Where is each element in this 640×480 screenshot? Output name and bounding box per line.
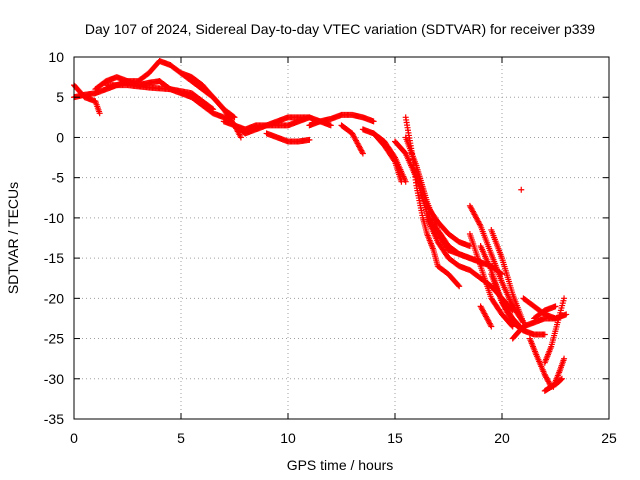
x-tick-label: 20: [494, 430, 510, 446]
data-point: [563, 311, 570, 318]
series-track-10: [263, 130, 313, 145]
y-tick-label: -5: [52, 170, 65, 186]
y-tick-label: -25: [44, 331, 64, 347]
plot-frame: [73, 56, 610, 420]
data-point: [231, 114, 238, 121]
series-track-32: [550, 355, 568, 390]
data-point: [558, 375, 565, 382]
data-point: [327, 122, 334, 129]
series-track-22: [466, 230, 516, 330]
data-point: [558, 376, 565, 383]
data-point: [359, 150, 366, 157]
series-track-9: [242, 114, 313, 137]
y-tick-label: -20: [44, 290, 64, 306]
y-tick-label: -30: [44, 371, 64, 387]
x-tick-label: 0: [70, 430, 78, 446]
y-tick-label: -35: [44, 411, 64, 427]
series-outlier: [518, 186, 525, 193]
chart-title: Day 107 of 2024, Sidereal Day-to-day VTE…: [85, 21, 595, 37]
data-point: [370, 118, 377, 125]
series-track-25: [477, 303, 495, 330]
data-point: [306, 136, 313, 143]
data-point: [237, 134, 244, 141]
series-track-28: [531, 303, 559, 322]
y-tick-label: 10: [48, 49, 64, 65]
y-axis-label: SDTVAR / TECUs: [5, 182, 21, 294]
data-point: [561, 295, 568, 302]
data-point: [561, 355, 568, 362]
x-axis-label: GPS time / hours: [287, 457, 394, 473]
data-point: [518, 186, 525, 193]
tick-layer: 0 5 10 15 20 25 10 5 0 -5 -10 -15 -20 -25 -30 -35: [44, 49, 617, 446]
data-point: [398, 178, 405, 185]
series-track-3: [92, 58, 174, 93]
y-tick-label: 0: [56, 129, 64, 145]
series-track-21: [488, 226, 527, 326]
data-point: [306, 114, 313, 121]
y-tick-label: -15: [44, 250, 64, 266]
x-tick-label: 25: [601, 430, 617, 446]
data-point: [96, 110, 103, 117]
data-point: [455, 282, 462, 289]
series-track-14: [370, 130, 405, 185]
data-point: [391, 157, 398, 164]
x-tick-label: 15: [387, 430, 403, 446]
series-track-18: [413, 166, 473, 250]
data-point: [552, 303, 559, 310]
data-point: [456, 283, 463, 290]
data-point: [488, 323, 495, 330]
data-layer: [71, 58, 570, 394]
x-tick-label: 10: [280, 430, 296, 446]
series-track-29: [526, 335, 555, 390]
series-track-11: [306, 111, 377, 129]
series-track-31: [541, 295, 568, 366]
data-point: [541, 331, 548, 338]
series-track-12: [338, 122, 366, 157]
y-tick-label: -10: [44, 210, 64, 226]
y-tick-label: 5: [56, 89, 64, 105]
x-tick-label: 5: [177, 430, 185, 446]
